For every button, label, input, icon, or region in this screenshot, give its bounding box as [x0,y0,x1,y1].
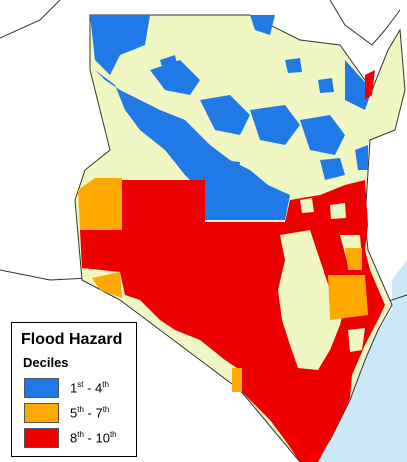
legend-item-label: 8th - 10th [70,430,117,446]
legend: Flood Hazard Deciles 1st - 4th 5th - 7th… [11,322,137,457]
legend-swatch-red [24,428,59,448]
legend-subtitle: Deciles [23,355,69,370]
legend-item-label: 5th - 7th [70,405,110,421]
legend-swatch-orange [24,403,59,423]
legend-title: Flood Hazard [21,331,123,348]
hazard-deciles-5-7 [78,178,368,392]
legend-swatch-blue [24,378,59,398]
legend-item-label: 1st - 4th [70,380,109,396]
ocean-area [315,260,407,462]
legend-item-deciles-8-10: 8th - 10th [24,428,136,450]
non-hazard-patches [278,198,365,370]
legend-item-deciles-1-4: 1st - 4th [24,378,136,400]
hazard-deciles-1-4 [90,15,372,220]
legend-item-deciles-5-7: 5th - 7th [24,403,136,425]
